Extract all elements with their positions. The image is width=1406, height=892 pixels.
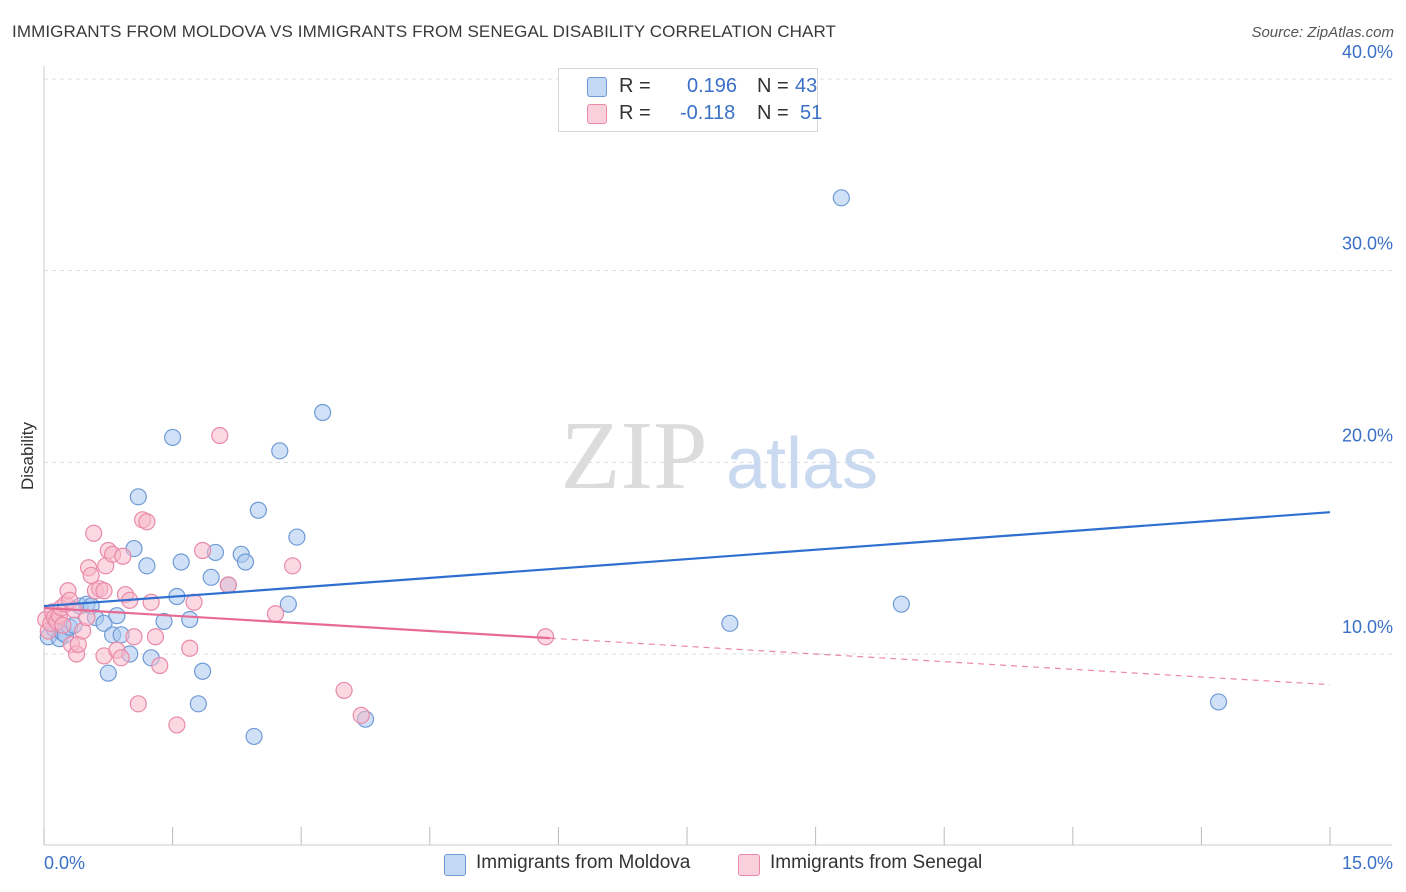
moldova-point: [181, 610, 199, 629]
senegal-point: [95, 582, 113, 600]
senegal-point: [181, 639, 199, 657]
data-points: [37, 189, 1228, 746]
moldova-n-value: 43: [795, 75, 818, 97]
y-axis-title: Disability: [18, 421, 37, 490]
senegal-point: [168, 716, 186, 734]
watermark: ZIP atlas: [561, 402, 879, 510]
n-label: N =: [757, 102, 789, 124]
moldova-point: [1209, 693, 1228, 711]
moldova-point: [172, 553, 190, 571]
moldova-point: [271, 442, 289, 460]
moldova-point: [236, 553, 255, 571]
senegal-legend-label: Immigrants from Senegal: [770, 852, 983, 873]
moldova-point: [249, 501, 267, 519]
senegal-point: [284, 557, 302, 575]
y-tick-label: 20.0%: [1342, 425, 1393, 445]
moldova-point: [314, 403, 332, 422]
senegal-point: [151, 656, 169, 675]
y-tick-label: 30.0%: [1342, 234, 1393, 254]
senegal-point: [211, 426, 229, 445]
r-label: R =: [619, 75, 651, 97]
chart-title: IMMIGRANTS FROM MOLDOVA VS IMMIGRANTS FR…: [12, 22, 836, 41]
senegal-point: [112, 649, 130, 667]
senegal-point: [142, 593, 160, 611]
moldova-point: [721, 614, 739, 632]
source-label: Source: ZipAtlas.com: [1251, 24, 1394, 41]
moldova-point: [129, 488, 147, 506]
moldova-point: [202, 568, 220, 586]
n-label: N =: [757, 75, 789, 97]
senegal-legend-swatch: [738, 854, 760, 876]
senegal-swatch: [587, 104, 607, 124]
stats-legend: R = 0.196 N = 43 R = -0.118 N = 51: [558, 68, 822, 132]
moldova-point: [95, 614, 113, 632]
axes: [43, 66, 1392, 846]
moldova-legend-label: Immigrants from Moldova: [476, 852, 691, 873]
moldova-point: [155, 612, 173, 631]
moldova-point: [279, 595, 297, 613]
moldova-swatch: [587, 77, 607, 97]
x-tick-label: 15.0%: [1342, 853, 1393, 873]
senegal-point: [114, 547, 132, 565]
senegal-point: [54, 616, 72, 634]
senegal-point: [219, 576, 237, 594]
grid-lines: [44, 78, 1392, 655]
r-label: R =: [619, 102, 651, 124]
senegal-r-value: -0.118: [680, 102, 736, 124]
y-tick-label: 40.0%: [1342, 42, 1393, 62]
senegal-point: [185, 593, 203, 611]
y-tick-label: 10.0%: [1342, 617, 1393, 637]
senegal-trend-line: [43, 606, 550, 640]
moldova-point: [164, 428, 182, 447]
watermark-zip: ZIP: [561, 402, 708, 510]
moldova-legend-swatch: [444, 854, 466, 876]
senegal-point: [194, 541, 212, 560]
senegal-point: [352, 706, 370, 724]
moldova-point: [138, 557, 156, 575]
moldova-point: [832, 189, 850, 207]
x-tick-label: 0.0%: [44, 853, 85, 873]
moldova-point: [288, 528, 306, 546]
senegal-point: [129, 695, 147, 713]
moldova-point: [189, 695, 207, 713]
senegal-trend-extension: [549, 637, 1331, 686]
moldova-point: [245, 727, 263, 746]
senegal-point: [85, 524, 103, 542]
trend-lines: [43, 511, 1331, 686]
senegal-point: [138, 513, 156, 531]
moldova-trend-line: [43, 511, 1331, 608]
moldova-point: [194, 662, 212, 680]
senegal-n-value: 51: [800, 102, 823, 124]
moldova-point: [99, 664, 117, 682]
watermark-atlas: atlas: [726, 424, 878, 504]
moldova-r-value: 0.196: [687, 75, 738, 97]
moldova-point: [108, 607, 126, 625]
tick-labels: 10.0% 20.0% 30.0% 40.0% 0.0% 15.0% Disability: [18, 42, 1393, 873]
moldova-point: [892, 595, 910, 613]
senegal-point: [335, 681, 353, 700]
senegal-point: [146, 628, 165, 646]
senegal-point: [266, 605, 285, 623]
senegal-point: [125, 628, 143, 646]
